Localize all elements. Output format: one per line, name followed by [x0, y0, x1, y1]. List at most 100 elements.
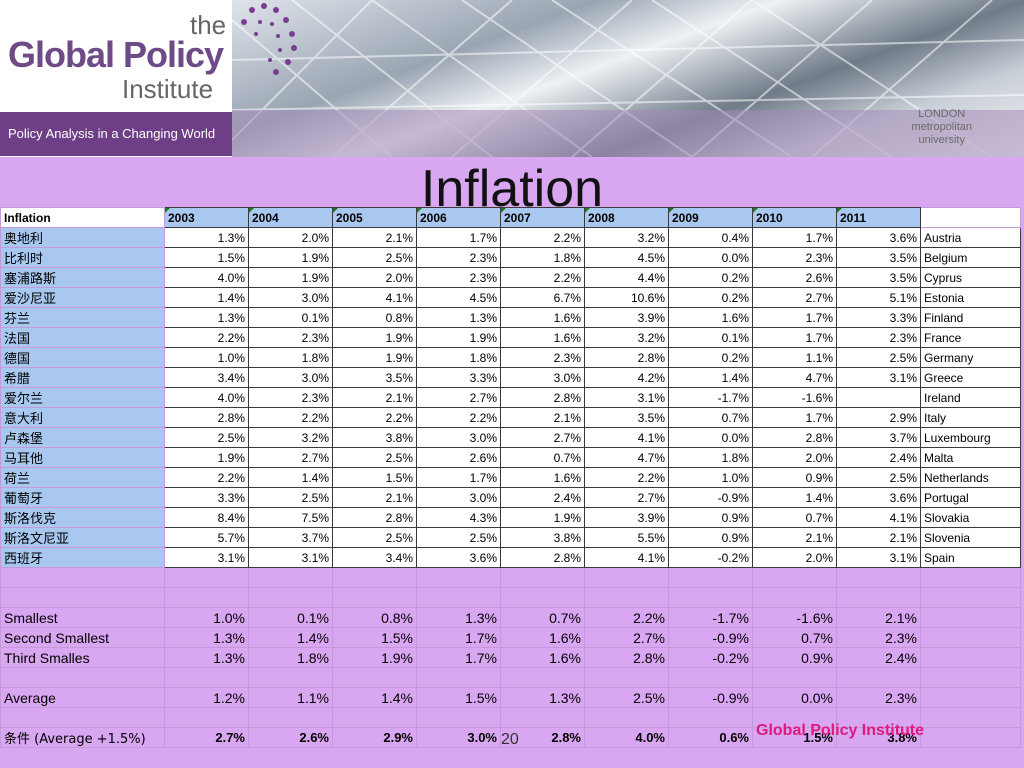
blank-cell — [920, 667, 1021, 688]
table-row: 希腊 3.4% 3.0% 3.5% 3.3% 3.0% 4.2% 1.4% 4.7% 3.1% Gr… — [0, 367, 1021, 388]
inflation-value: 2.0% — [248, 227, 333, 248]
country-name-en: Estonia — [920, 287, 1021, 308]
inflation-value: 3.3% — [416, 367, 501, 388]
year-header: 2006 — [416, 207, 501, 228]
inflation-value: 3.5% — [332, 367, 417, 388]
table-row: 荷兰 2.2% 1.4% 1.5% 1.7% 1.6% 2.2% 1.0% 0.9% 2.5% Ne… — [0, 467, 1021, 488]
stat-value: 1.8% — [248, 647, 333, 668]
stat-value: 3.8% — [836, 727, 921, 748]
inflation-value: 3.4% — [332, 547, 417, 568]
inflation-value: 2.0% — [752, 547, 837, 568]
inflation-value: 5.7% — [164, 527, 249, 548]
inflation-value: 2.1% — [836, 527, 921, 548]
stat-value: 1.2% — [164, 687, 249, 708]
stat-value: 2.8% — [584, 647, 669, 668]
blank-cell — [164, 667, 249, 688]
inflation-value: 2.5% — [332, 447, 417, 468]
inflation-value: 3.1% — [248, 547, 333, 568]
inflation-value: 2.7% — [752, 287, 837, 308]
inflation-value: 3.3% — [836, 307, 921, 328]
london-met-logo: LONDON metropolitan university — [911, 108, 972, 147]
inflation-value: 0.1% — [248, 307, 333, 328]
stat-value: 1.3% — [164, 627, 249, 648]
logo-the-text: the — [190, 10, 227, 40]
tagline: Policy Analysis in a Changing World — [0, 112, 232, 156]
blank-cell — [584, 707, 669, 728]
inflation-value: 3.0% — [500, 367, 585, 388]
inflation-value: 2.8% — [500, 547, 585, 568]
stat-value: 3.0% — [416, 727, 501, 748]
inflation-value: 1.7% — [416, 467, 501, 488]
blank-cell — [920, 567, 1021, 588]
inflation-value: 3.5% — [836, 247, 921, 268]
inflation-value: 1.7% — [752, 407, 837, 428]
stat-value: 2.9% — [332, 727, 417, 748]
inflation-value: 0.7% — [500, 447, 585, 468]
blank-cell — [920, 607, 1021, 628]
inflation-value: 3.6% — [836, 487, 921, 508]
inflation-value: 2.4% — [500, 487, 585, 508]
blank-cell — [0, 567, 165, 588]
blank-cell — [500, 567, 585, 588]
inflation-value: 2.6% — [416, 447, 501, 468]
inflation-value: 2.2% — [248, 407, 333, 428]
logo-institute-text: Institute — [122, 74, 214, 104]
blank-cell — [920, 627, 1021, 648]
inflation-value: 3.7% — [836, 427, 921, 448]
inflation-value: 1.6% — [500, 307, 585, 328]
year-header: 2008 — [584, 207, 669, 228]
inflation-value: 2.5% — [836, 347, 921, 368]
inflation-value: 2.5% — [332, 247, 417, 268]
inflation-value: 1.7% — [416, 227, 501, 248]
blank-cell — [0, 667, 165, 688]
country-name-en: Belgium — [920, 247, 1021, 268]
blank-cell — [500, 707, 585, 728]
stat-value: 0.6% — [668, 727, 753, 748]
inflation-value: 1.9% — [332, 347, 417, 368]
country-name-cn: 希腊 — [0, 367, 165, 388]
inflation-value: 1.8% — [416, 347, 501, 368]
inflation-value: 0.2% — [668, 267, 753, 288]
inflation-value: 4.1% — [584, 427, 669, 448]
blank-cell — [164, 707, 249, 728]
year-header: 2011 — [836, 207, 921, 228]
stat-value: 1.6% — [500, 627, 585, 648]
inflation-value: 1.8% — [668, 447, 753, 468]
country-name-cn: 葡萄牙 — [0, 487, 165, 508]
stat-value: 1.7% — [416, 647, 501, 668]
inflation-value: 4.7% — [752, 367, 837, 388]
stat-value: -1.7% — [668, 607, 753, 628]
stat-value: 0.8% — [332, 607, 417, 628]
table-corner-label: Inflation — [0, 207, 165, 228]
blank-cell — [248, 587, 333, 608]
stat-value: 1.3% — [500, 687, 585, 708]
stat-value: 0.7% — [752, 627, 837, 648]
inflation-value: 3.0% — [416, 427, 501, 448]
inflation-value: 6.7% — [500, 287, 585, 308]
inflation-value: 4.5% — [416, 287, 501, 308]
country-name-en: Spain — [920, 547, 1021, 568]
inflation-value: 2.7% — [584, 487, 669, 508]
blank-cell — [248, 567, 333, 588]
inflation-value: 1.9% — [248, 267, 333, 288]
inflation-value: 2.3% — [416, 267, 501, 288]
inflation-value: 0.7% — [752, 507, 837, 528]
year-header: 2005 — [332, 207, 417, 228]
inflation-value: 4.0% — [164, 387, 249, 408]
stat-value: 1.5% — [332, 627, 417, 648]
inflation-value: 2.2% — [500, 227, 585, 248]
inflation-value: 1.6% — [500, 327, 585, 348]
inflation-value: -0.9% — [668, 487, 753, 508]
inflation-value: 1.3% — [416, 307, 501, 328]
inflation-value: 2.5% — [836, 467, 921, 488]
inflation-value: 4.2% — [584, 367, 669, 388]
country-name-en: Austria — [920, 227, 1021, 248]
stat-value: -0.9% — [668, 687, 753, 708]
country-name-en: Italy — [920, 407, 1021, 428]
inflation-value: 2.5% — [248, 487, 333, 508]
inflation-value: 0.9% — [752, 467, 837, 488]
country-name-en: Greece — [920, 367, 1021, 388]
inflation-value: 1.9% — [164, 447, 249, 468]
country-name-en: Netherlands — [920, 467, 1021, 488]
inflation-value: 2.8% — [164, 407, 249, 428]
